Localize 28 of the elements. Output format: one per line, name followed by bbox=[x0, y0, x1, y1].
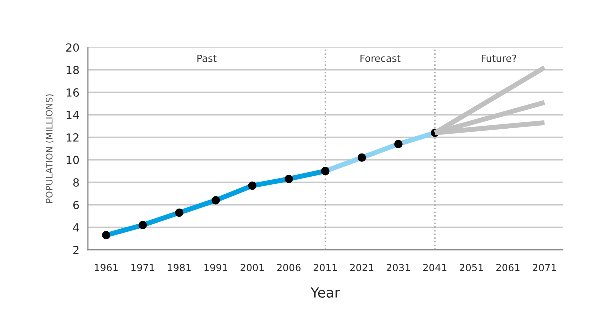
y-tick-label: 6 bbox=[74, 201, 80, 210]
y-tick-label: 20 bbox=[66, 44, 80, 52]
x-tick-label: 2021 bbox=[350, 264, 374, 272]
y-tick-label: 18 bbox=[66, 66, 80, 74]
x-tick-label: 2071 bbox=[533, 264, 556, 272]
x-tick-label: 1971 bbox=[132, 264, 154, 272]
x-tick-label: 2001 bbox=[240, 264, 264, 272]
y-tick-label: 4 bbox=[73, 224, 80, 232]
y-tick-label: 2 bbox=[74, 246, 79, 254]
y-tick-label: 14 bbox=[66, 111, 80, 120]
annotation: Forecast bbox=[360, 54, 401, 62]
annotation: Past bbox=[198, 54, 217, 62]
y-tick-label: 8 bbox=[74, 178, 80, 187]
annotation: Future? bbox=[482, 54, 516, 62]
x-tick-label: 2031 bbox=[386, 264, 410, 272]
x-tick-label: 1981 bbox=[168, 264, 191, 272]
x-tick-label: 2061 bbox=[496, 264, 520, 272]
y-axis-title: POPULATION (MILLIONS) bbox=[46, 94, 54, 203]
x-tick-label: 2041 bbox=[424, 264, 447, 272]
y-tick-label: 10 bbox=[66, 156, 80, 164]
x-tick-label: 2051 bbox=[460, 264, 484, 272]
y-tick-label: 16 bbox=[66, 88, 80, 97]
x-tick-label: 1961 bbox=[95, 264, 118, 272]
x-tick-label: 2011 bbox=[314, 264, 338, 272]
x-tick-label: 1991 bbox=[204, 264, 228, 272]
x-axis-title: Year bbox=[310, 288, 340, 298]
x-tick-label: 2006 bbox=[277, 264, 301, 272]
y-tick-label: 12 bbox=[66, 134, 79, 142]
